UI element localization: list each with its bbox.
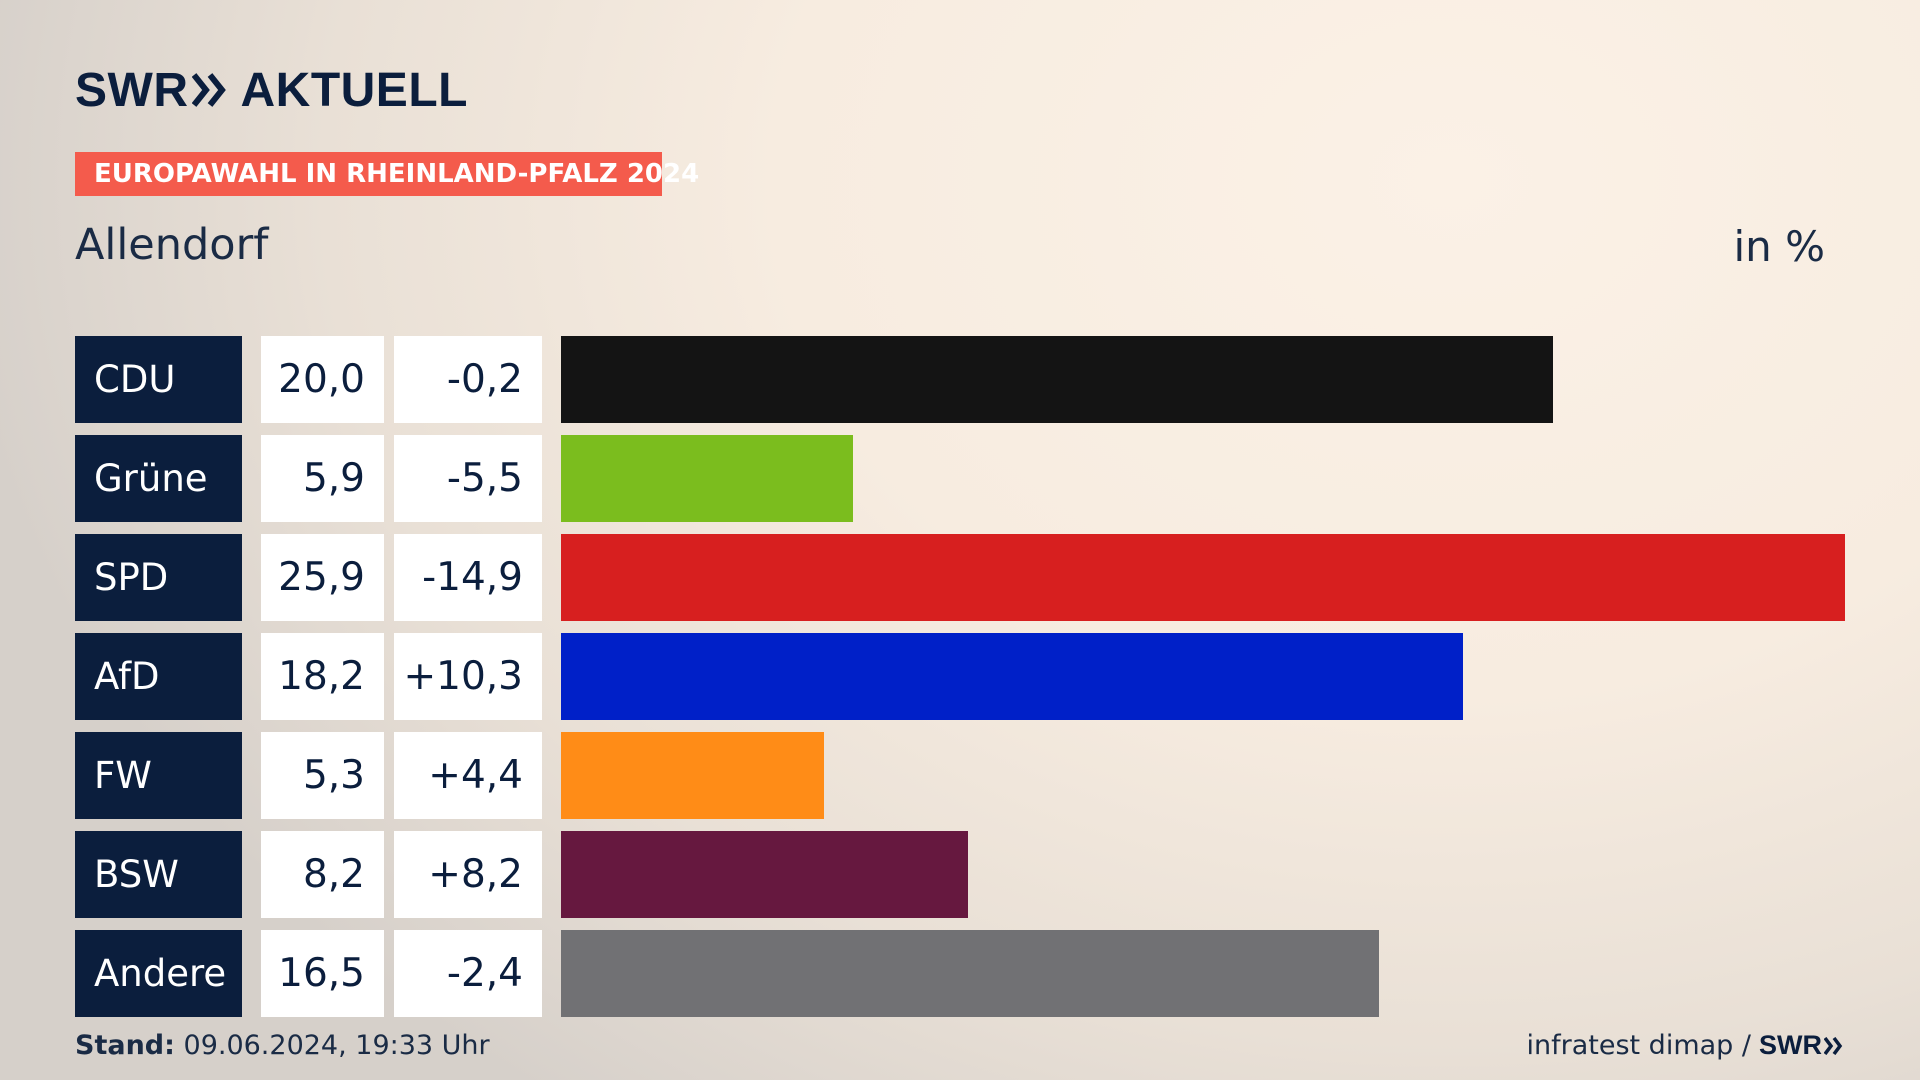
double-chevron-icon [192,73,228,107]
bar [561,336,1553,423]
party-label: AfD [75,633,242,720]
bar [561,435,853,522]
chart-row: FW 5,3 +4,4 [75,732,1845,819]
bar [561,633,1463,720]
value-label: 25,9 [261,534,384,621]
unit-label: in % [1733,222,1825,271]
source-text: infratest dimap / [1526,1030,1751,1061]
change-label: +10,3 [394,633,542,720]
logo-sub-text: AKTUELL [240,63,468,117]
change-label: -2,4 [394,930,542,1017]
bar [561,534,1845,621]
chart-row: Grüne 5,9 -5,5 [75,435,1845,522]
change-label: +4,4 [394,732,542,819]
value-label: 18,2 [261,633,384,720]
small-chevron-icon [1824,1036,1843,1055]
value-label: 16,5 [261,930,384,1017]
stand-label: Stand: [75,1030,175,1061]
chart-row: Andere 16,5 -2,4 [75,930,1845,1017]
bar [561,732,824,819]
party-label: BSW [75,831,242,918]
bar [561,831,968,918]
value-label: 5,3 [261,732,384,819]
change-label: -0,2 [394,336,542,423]
election-badge: EUROPAWAHL IN RHEINLAND-PFALZ 2024 [75,152,699,196]
party-label: FW [75,732,242,819]
region-title: Allendorf [75,220,269,270]
change-label: -14,9 [394,534,542,621]
swr-aktuell-logo: SWR AKTUELL [75,63,468,117]
chart-row: SPD 25,9 -14,9 [75,534,1845,621]
party-label: SPD [75,534,242,621]
stand-value: 09.06.2024, 19:33 Uhr [183,1030,490,1061]
bar [561,930,1379,1017]
party-label: CDU [75,336,242,423]
party-label: Andere [75,930,242,1017]
small-logo-text: SWR [1759,1030,1822,1060]
party-label: Grüne [75,435,242,522]
value-label: 8,2 [261,831,384,918]
value-label: 20,0 [261,336,384,423]
chart-row: AfD 18,2 +10,3 [75,633,1845,720]
swr-small-logo: SWR [1759,1030,1844,1061]
chart-row: CDU 20,0 -0,2 [75,336,1845,423]
value-label: 5,9 [261,435,384,522]
chart-row: BSW 8,2 +8,2 [75,831,1845,918]
source-credit: infratest dimap / SWR [1526,1030,1844,1061]
change-label: -5,5 [394,435,542,522]
timestamp: Stand: 09.06.2024, 19:33 Uhr [75,1030,490,1061]
logo-main-text: SWR [75,63,189,117]
change-label: +8,2 [394,831,542,918]
